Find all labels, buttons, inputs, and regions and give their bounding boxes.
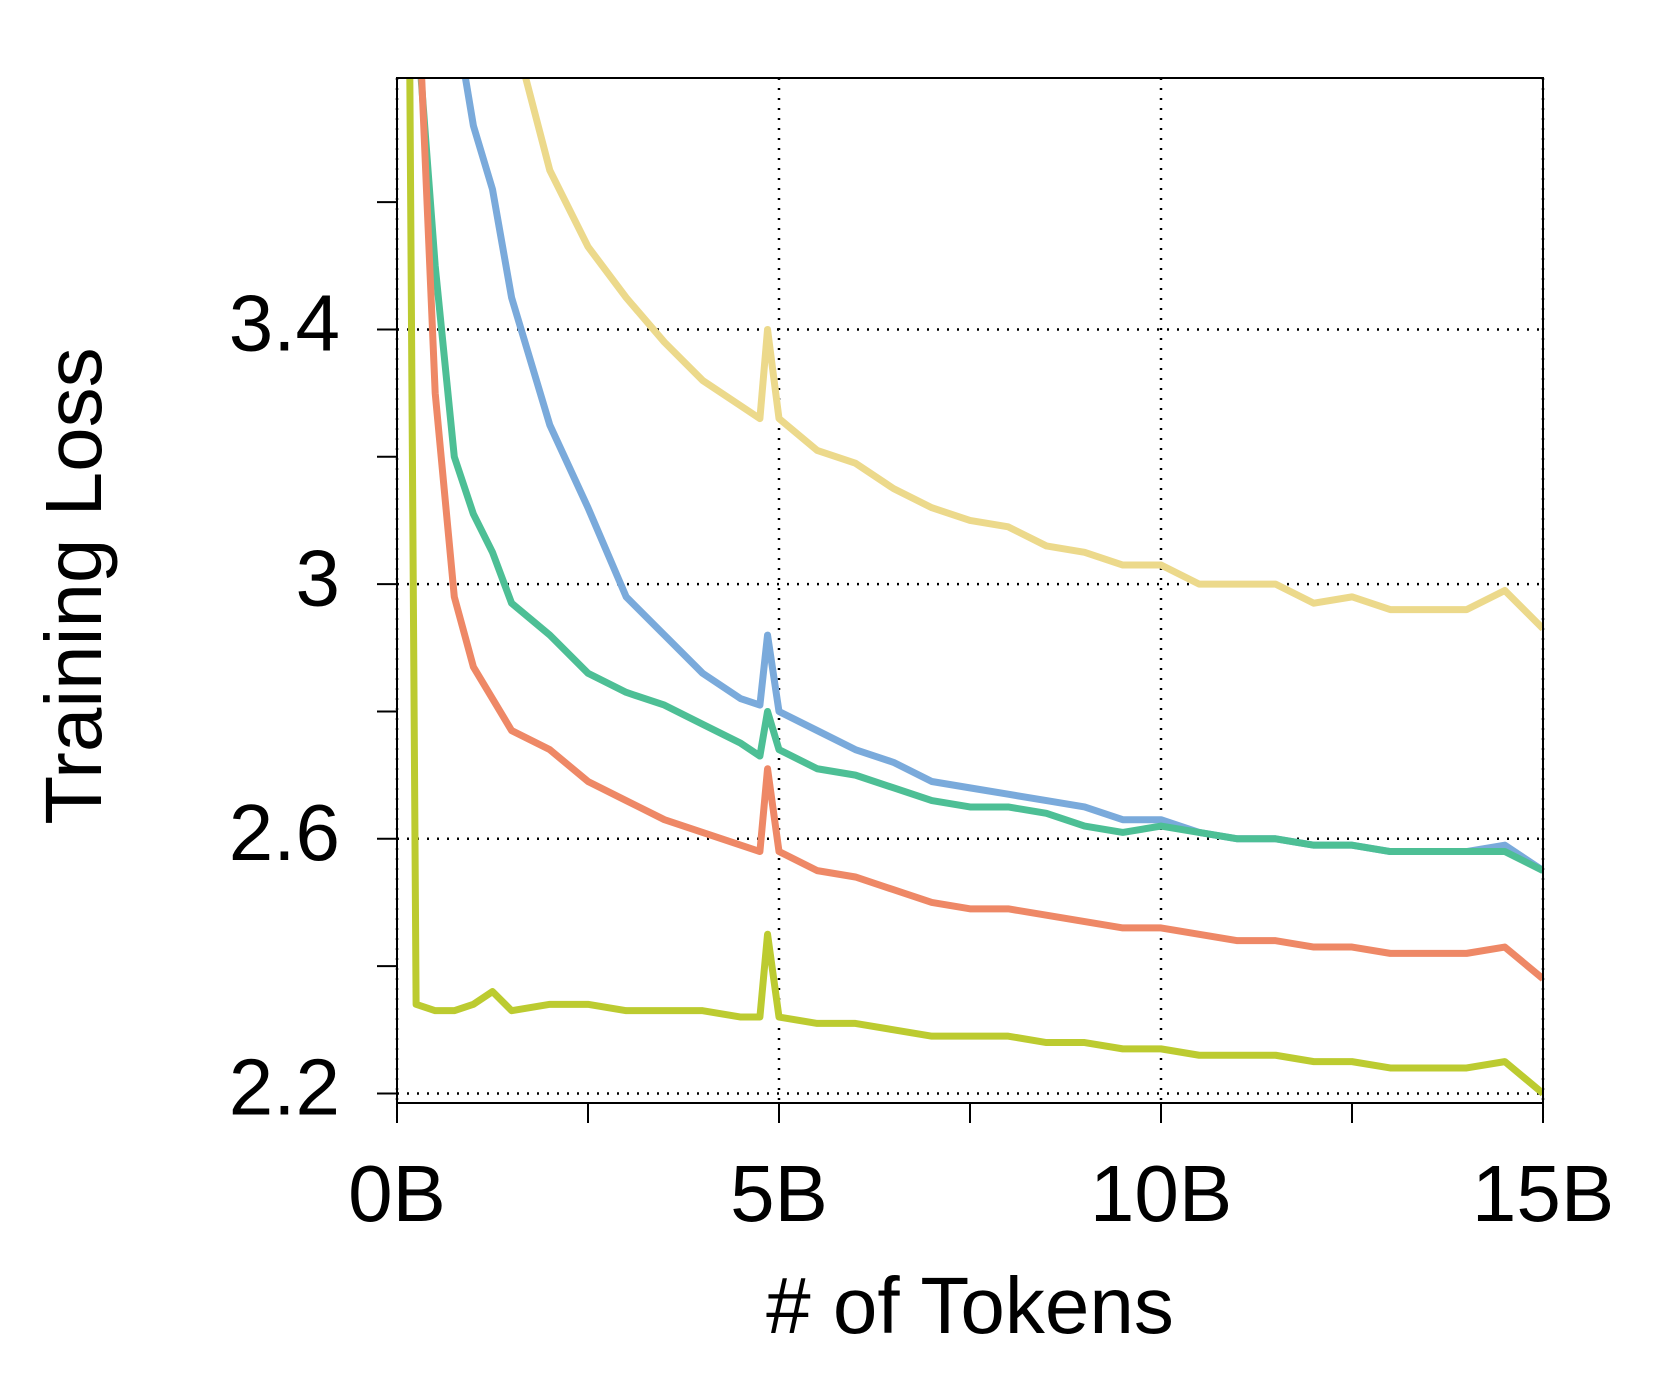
x-tick-label: 5B (730, 1149, 828, 1238)
plot-frame (396, 77, 1544, 1104)
y-axis-title: Training Loss (29, 347, 118, 824)
y-tick-label: 3.4 (229, 279, 340, 368)
plot-lines (406, 78, 1543, 1097)
x-axis-title: # of Tokens (766, 1261, 1174, 1350)
series-line (461, 78, 1543, 874)
y-tick-label: 2.6 (229, 788, 340, 877)
x-tick-label: 0B (348, 1149, 446, 1238)
series-line (406, 78, 1543, 1097)
x-tick-label: 15B (1472, 1149, 1614, 1238)
series-line (418, 78, 1543, 982)
x-tick-label: 10B (1090, 1149, 1232, 1238)
series-line (417, 78, 1543, 874)
y-tick-label: 3 (296, 533, 341, 622)
y-tick-label: 2.2 (229, 1043, 340, 1132)
series-line (522, 78, 1543, 632)
